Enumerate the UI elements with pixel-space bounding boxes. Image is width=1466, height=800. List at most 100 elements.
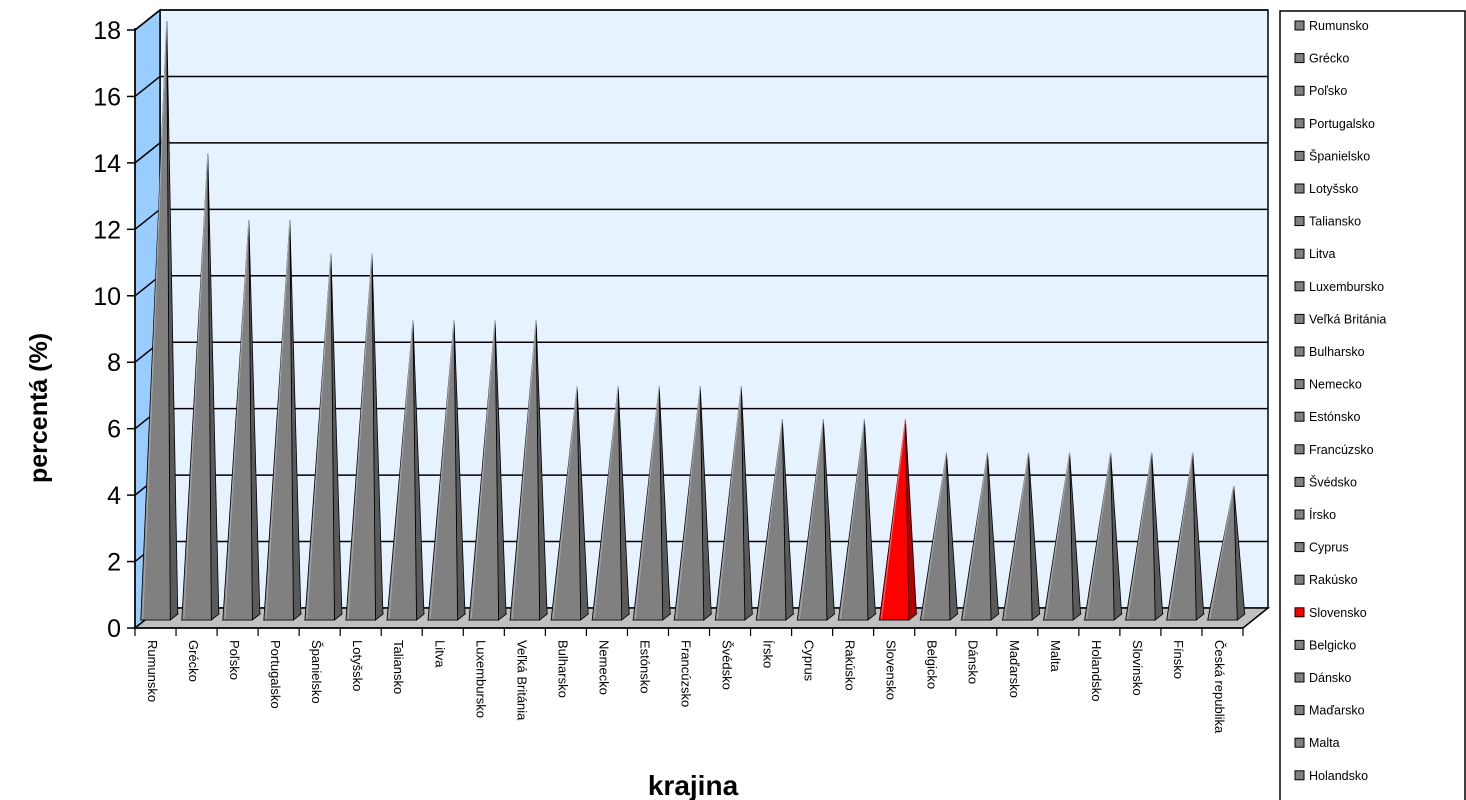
legend-label: Taliansko — [1309, 215, 1361, 229]
legend-swatch — [1294, 542, 1305, 553]
legend-label: Maďarsko — [1309, 704, 1365, 718]
legend-swatch — [1294, 574, 1305, 585]
x-tick-label: Poľsko — [227, 640, 242, 680]
legend-item: Bulharsko — [1294, 345, 1365, 359]
legend-item: Estónsko — [1294, 410, 1360, 424]
y-tick-label: 0 — [107, 615, 121, 643]
bar-Francúzsko — [673, 386, 713, 621]
legend-swatch — [1294, 705, 1305, 716]
legend-label: Švédsko — [1309, 474, 1357, 489]
bar-Slovinsko — [1124, 452, 1164, 621]
y-tick-label: 6 — [107, 416, 121, 444]
legend-label: Litva — [1309, 247, 1335, 261]
legend-item: Luxembursko — [1294, 280, 1384, 294]
x-tick-label: Rakúsko — [843, 640, 858, 691]
legend-label: Nemecko — [1309, 378, 1362, 392]
legend-swatch — [1294, 313, 1305, 324]
y-tick-label: 12 — [93, 216, 121, 244]
legend-item: Maďarsko — [1294, 704, 1365, 718]
legend-swatch — [1294, 20, 1305, 31]
bar-Lotyšsko — [344, 253, 385, 621]
bar-Malta — [1042, 452, 1082, 621]
legend-item: Veľká Británia — [1294, 312, 1386, 326]
legend-label: Francúzsko — [1309, 443, 1374, 457]
legend-item: Belgicko — [1294, 638, 1356, 652]
legend-swatch — [1294, 737, 1305, 748]
x-tick-label: Maďarsko — [1007, 640, 1022, 698]
y-tick-label: 14 — [93, 150, 121, 178]
legend-swatch — [1294, 639, 1305, 650]
bar-Nemecko — [591, 386, 631, 621]
bar-Belgicko — [919, 452, 959, 621]
y-tick-label: 4 — [107, 482, 121, 510]
legend-label: Veľká Británia — [1309, 312, 1386, 326]
x-tick-label: Belgicko — [925, 640, 940, 689]
x-tick-label: Litva — [432, 640, 447, 668]
legend-swatch — [1294, 150, 1305, 161]
bar-Poľsko — [221, 220, 262, 621]
x-tick-label: Malta — [1048, 640, 1063, 673]
bar-Litva — [426, 319, 467, 621]
x-tick-label: Írsko — [761, 640, 776, 668]
bar-Grécko — [180, 153, 220, 621]
x-tick-label: Taliansko — [391, 640, 406, 694]
gridline-side — [134, 9, 161, 31]
legend-label: Lotyšsko — [1309, 182, 1358, 196]
bar-Cyprus — [796, 419, 836, 621]
legend-label: Grécko — [1309, 52, 1349, 66]
x-tick-label: Francúzsko — [678, 640, 693, 707]
x-tick-label: Holandsko — [1089, 640, 1104, 701]
y-tick-label: 18 — [93, 17, 121, 45]
legend-label: Portugalsko — [1309, 117, 1375, 131]
x-tick-label: Španielsko — [309, 640, 324, 704]
legend-item: Francúzsko — [1294, 443, 1374, 457]
back-wall — [159, 9, 1269, 609]
legend-swatch — [1294, 53, 1305, 64]
gridline-side — [134, 208, 161, 230]
legend-item: Írsko — [1294, 507, 1336, 522]
legend-swatch — [1294, 248, 1305, 259]
legend-label: Belgicko — [1309, 638, 1356, 652]
legend-swatch — [1294, 607, 1305, 618]
x-tick-label: Fínsko — [1171, 640, 1186, 679]
x-tick-label: Luxembursko — [473, 640, 488, 718]
legend-label: Luxembursko — [1309, 280, 1384, 294]
legend-label: Bulharsko — [1309, 345, 1365, 359]
x-tick-label: Slovensko — [884, 640, 899, 700]
bar-Bulharsko — [549, 386, 590, 621]
bar-Estónsko — [632, 386, 672, 621]
legend-swatch — [1294, 346, 1305, 357]
bar-Rakúsko — [837, 419, 877, 621]
legend-swatch — [1294, 770, 1305, 781]
x-tick-label: Švédsko — [720, 640, 735, 690]
bar-Írsko — [755, 419, 795, 621]
legend-swatch — [1294, 85, 1305, 96]
x-axis-label: krajina — [648, 770, 739, 800]
legend-label: Poľsko — [1309, 84, 1347, 98]
x-tick-label: Česká republika — [1212, 640, 1227, 734]
legend-swatch — [1294, 281, 1305, 292]
legend: Rumunsko Grécko Poľsko Portugalsko Španielsk… — [1279, 10, 1466, 800]
legend-item: Švédsko — [1294, 474, 1357, 489]
legend-swatch — [1294, 118, 1305, 129]
x-tick-label: Estónsko — [637, 640, 652, 693]
bar-Dánsko — [960, 452, 1000, 621]
legend-label: Írsko — [1309, 507, 1336, 522]
legend-swatch — [1294, 216, 1305, 227]
bar-Španielsko — [303, 253, 344, 621]
legend-item: Cyprus — [1294, 541, 1349, 555]
legend-label: Slovensko — [1309, 606, 1367, 620]
legend-label: Dánsko — [1309, 671, 1351, 685]
x-tick-label: Veľká Británia — [514, 640, 529, 721]
x-tick-label: Rumunsko — [145, 640, 160, 702]
plot-walls — [132, 8, 1271, 630]
legend-label: Holandsko — [1309, 769, 1368, 783]
legend-label: Malta — [1309, 736, 1340, 750]
x-tick-label: Dánsko — [966, 640, 981, 684]
legend-box — [1279, 10, 1466, 800]
legend-item: Rakúsko — [1294, 573, 1358, 587]
legend-item: Dánsko — [1294, 671, 1351, 685]
bar-Slovensko — [878, 419, 918, 621]
bar-Maďarsko — [1001, 452, 1041, 621]
bar-Veľká Británia — [508, 319, 549, 621]
